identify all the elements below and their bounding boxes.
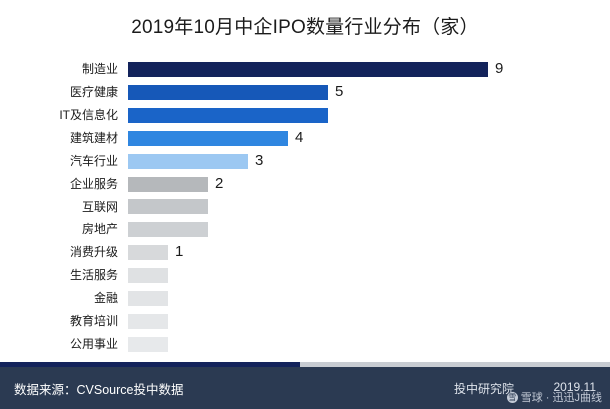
bar-category-label: 金融: [93, 291, 118, 306]
bar-category-label: 生活服务: [69, 268, 118, 283]
bar-row: 公用事业: [0, 333, 610, 356]
footer-divider-left-segment: [0, 362, 300, 367]
bar-category-label: 公用事业: [69, 337, 118, 352]
bar-value-label: 4: [295, 128, 304, 146]
bar-category-label: 互联网: [81, 199, 118, 214]
bar-category-label: 汽车行业: [69, 153, 118, 168]
bar-category-label: 消费升级: [69, 245, 118, 260]
bar-row: 消费升级 1: [0, 241, 610, 264]
bar-row: IT及信息化: [0, 104, 610, 127]
bar-value-label: 5: [335, 82, 344, 100]
watermark-text: 雪球 · 迅迅J曲线: [520, 392, 602, 404]
bar-category-label: 企业服务: [69, 176, 118, 191]
bar-category-label: 教育培训: [69, 314, 118, 329]
bar: [128, 222, 208, 238]
bar-category-label: 房地产: [81, 222, 118, 237]
bar: [128, 291, 168, 307]
bar-row: 房地产: [0, 218, 610, 241]
footer-date-label: 2019.11: [553, 380, 597, 394]
bar: [128, 153, 248, 169]
bar-row: 生活服务: [0, 264, 610, 287]
bar-category-label: IT及信息化: [59, 107, 118, 122]
bar: [128, 130, 288, 146]
bar: [128, 107, 328, 123]
watermark-badge-icon: 雪: [506, 391, 518, 403]
bar-category-label: 医疗健康: [69, 84, 118, 99]
bar: [128, 337, 168, 353]
bar-value-label: 1: [175, 243, 184, 261]
footer-source-label: 数据来源：CVSource投中数据: [14, 383, 184, 397]
bar-row: 企业服务 2: [0, 173, 610, 196]
bar-value-label: 3: [255, 151, 264, 169]
bar-row: 互联网: [0, 196, 610, 219]
bar-category-label: 制造业: [81, 62, 118, 76]
bar: [128, 268, 168, 284]
bar: [128, 176, 208, 192]
bar-row: 汽车行业 3: [0, 150, 610, 173]
chart-title: 2019年10月中企IPO数量行业分布（家）: [131, 17, 479, 38]
footer-organization-label: 投中研究院: [453, 382, 514, 396]
footer-divider-right-segment: [300, 362, 610, 367]
bar-row: 制造业 9: [0, 58, 610, 81]
watermark: 雪 雪球 · 迅迅J曲线: [506, 389, 602, 405]
footer-divider-rule: [0, 362, 610, 367]
bar: [128, 245, 168, 261]
bar: [128, 199, 208, 215]
bar: [128, 61, 488, 77]
bar-value-label: 2: [215, 174, 224, 192]
bar-row: 金融: [0, 287, 610, 310]
bar-category-label: 建筑建材: [69, 130, 118, 145]
chart-footer: 数据来源：CVSource投中数据 投中研究院 2019.11 雪 雪球 · 迅…: [0, 367, 610, 409]
bar: [128, 314, 168, 330]
bar: [128, 84, 328, 100]
bar-row: 建筑建材 4: [0, 127, 610, 150]
bar-row: 医疗健康 5: [0, 81, 610, 104]
bar-value-label: 9: [495, 60, 504, 77]
bar-row: 教育培训: [0, 310, 610, 333]
bar-chart-plot-area: 制造业 9 医疗健康 5 IT及信息化建筑建材 4 汽车行业 3 企业服务 2 互联网房地产消费升级…: [0, 58, 610, 356]
